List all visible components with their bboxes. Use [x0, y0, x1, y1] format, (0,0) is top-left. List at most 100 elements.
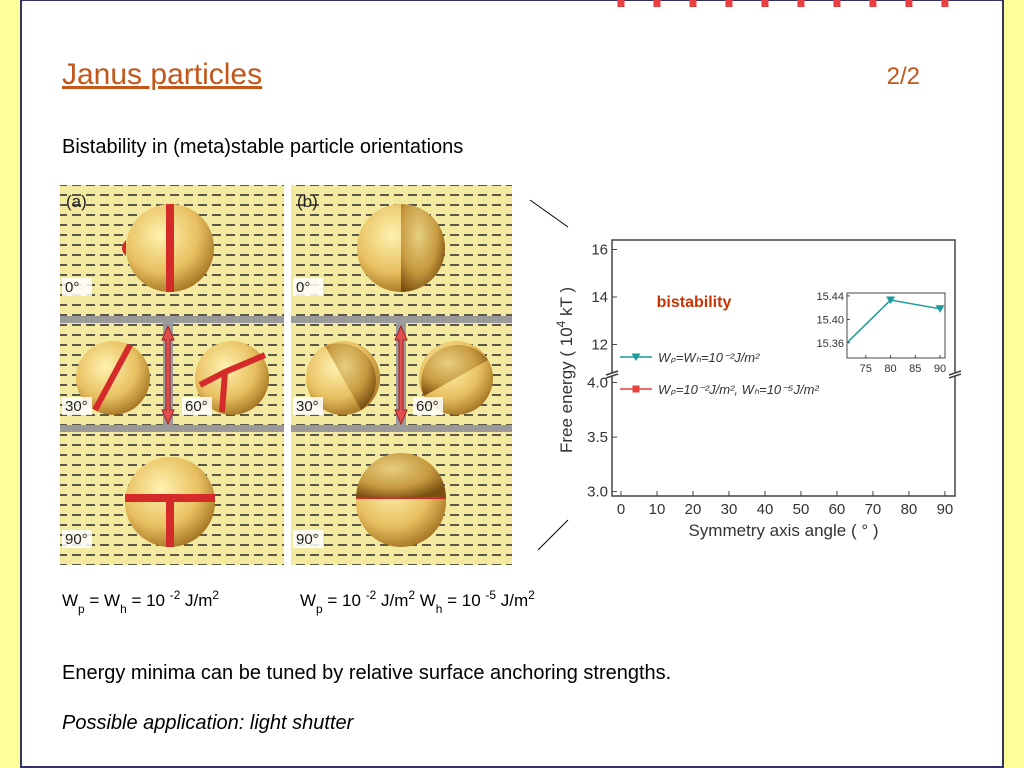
axis-break-gap: [609, 373, 615, 376]
slide-title: Janus particles: [62, 58, 262, 91]
supscript: 2: [528, 588, 535, 602]
supscript: -2: [170, 588, 181, 602]
angle-label: 60°: [416, 398, 439, 415]
x-tick-label: 80: [901, 501, 918, 518]
legend-label: Wₚ=Wₕ=10⁻²J/m²: [658, 350, 760, 365]
axis-break-mark: [948, 373, 962, 379]
angle-label-bg: [62, 397, 92, 415]
text-run: = 10: [127, 591, 170, 610]
x-tick-label: 30: [721, 501, 738, 518]
data-point: [617, 0, 625, 7]
x-tick-label: 0: [617, 501, 625, 518]
legend-marker: [632, 385, 640, 393]
subscript: h: [436, 602, 443, 616]
text-run: = 10: [442, 591, 485, 610]
text-run: J/m: [376, 591, 408, 610]
x-tick-label: 60: [829, 501, 846, 518]
angle-label-bg: [62, 278, 92, 296]
subscript: h: [120, 602, 127, 616]
subtitle: Bistability in (meta)stable particle ori…: [62, 136, 463, 158]
inset-data: [847, 296, 945, 344]
axis-break-mark: [948, 370, 962, 376]
angle-label: 60°: [185, 398, 208, 415]
text-run: kT ): [557, 287, 576, 321]
angle-label: 30°: [65, 398, 88, 415]
angle-label-bg: [182, 397, 212, 415]
data-point: [935, 305, 945, 313]
body-text: Energy minima can be tuned by relative s…: [62, 662, 671, 684]
angle-label: 90°: [296, 531, 319, 548]
angle-label-bg: [62, 530, 92, 548]
angle-label: 90°: [65, 531, 88, 548]
x-tick-label: 70: [865, 501, 882, 518]
x-tick-label: 20: [685, 501, 702, 518]
inset-y-tick-label: 15.44: [816, 291, 844, 303]
axis-break-gap: [952, 373, 958, 376]
text-run: J/m: [496, 591, 528, 610]
subscript: p: [78, 602, 85, 616]
page-number: 2/2: [887, 63, 920, 90]
text-run: J/m: [180, 591, 212, 610]
y-tick-label: 4.0: [587, 375, 608, 392]
x-tick-label: 50: [793, 501, 810, 518]
text-run: W: [415, 591, 436, 610]
x-tick-label: 10: [649, 501, 666, 518]
x-tick-label: 40: [757, 501, 774, 518]
supscript: -5: [485, 588, 496, 602]
legend-label: Wₚ=10⁻²J/m², Wₕ=10⁻⁵J/m²: [658, 382, 819, 397]
data-point: [941, 0, 949, 7]
panel-label: (b): [297, 192, 318, 211]
data-point: [689, 0, 697, 7]
inset-x-tick-label: 90: [934, 363, 946, 375]
inset-x-tick-label: 75: [860, 363, 872, 375]
x-tick-label: 90: [937, 501, 954, 518]
angle-label: 0°: [65, 279, 79, 296]
zoom-line: [537, 519, 569, 551]
supscript: -2: [366, 588, 377, 602]
data-point: [886, 296, 896, 305]
axis-break-mark: [605, 373, 619, 379]
text-run: W: [62, 591, 78, 610]
angle-label-bg: [293, 397, 323, 415]
inset-x-tick-label: 85: [909, 363, 921, 375]
axis-break-mark: [605, 370, 619, 376]
text-run: = W: [85, 591, 120, 610]
data-point: [797, 0, 805, 7]
x-axis-label: Symmetry axis angle ( ° ): [688, 521, 878, 540]
formula: Wp = Wh = 10 -2 J/m2: [62, 588, 219, 616]
y-tick-label: 3.5: [587, 429, 608, 446]
data-point: [725, 0, 733, 7]
legend-marker: [631, 353, 641, 361]
data-point: [833, 0, 841, 7]
text-run: = 10: [323, 591, 366, 610]
panel-label: (a): [66, 192, 87, 211]
supscript: 4: [554, 320, 568, 327]
y-axis-label: Free energy ( 104 kT ): [554, 287, 576, 453]
y-tick-label: 3.0: [587, 484, 608, 501]
panel-a: [60, 185, 284, 565]
inset-y-tick-label: 15.36: [816, 338, 844, 350]
plot-area: [611, 239, 956, 497]
supscript: 2: [212, 588, 219, 602]
inset-frame: [846, 292, 946, 359]
y-tick-label: 16: [591, 242, 608, 259]
data-point: [869, 0, 877, 7]
angle-label: 30°: [296, 398, 319, 415]
y-tick-label: 14: [591, 289, 608, 306]
data-point: [905, 0, 913, 7]
zoom-line: [529, 199, 569, 228]
subscript: p: [316, 602, 323, 616]
supscript: 2: [408, 588, 415, 602]
inset-x-tick-label: 80: [884, 363, 896, 375]
y-tick-label: 12: [591, 337, 608, 354]
text-run: Free energy ( 10: [557, 327, 576, 453]
angle-label: 0°: [296, 279, 310, 296]
data-point: [761, 0, 769, 7]
inset-y-tick-label: 15.40: [816, 314, 844, 326]
angle-label-bg: [293, 278, 323, 296]
annotation: bistability: [657, 294, 732, 311]
body-text: Possible application: light shutter: [62, 712, 355, 734]
angle-label-bg: [413, 397, 443, 415]
